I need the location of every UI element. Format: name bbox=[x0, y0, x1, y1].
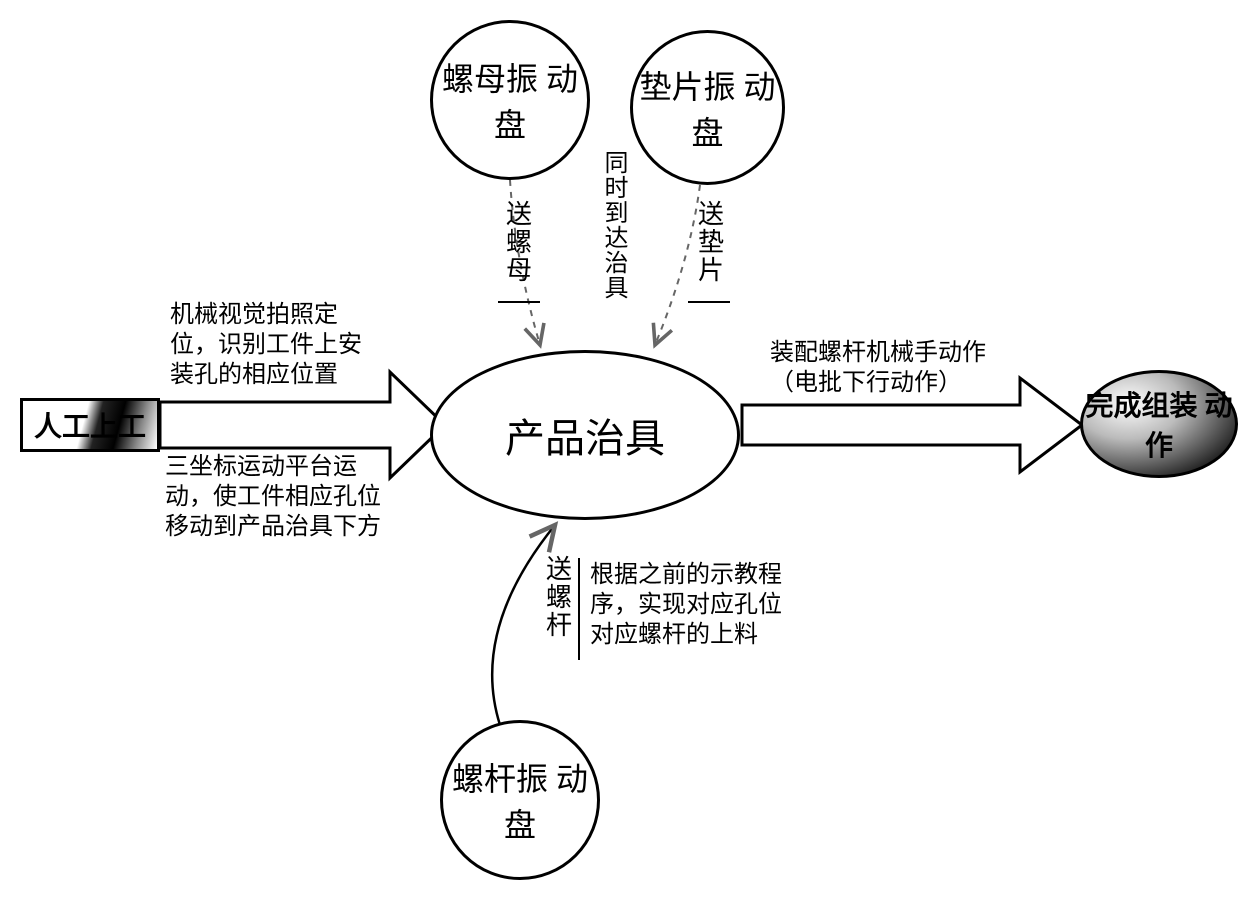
node-end: 完成组装 动作 bbox=[1080, 370, 1238, 478]
label-start-top: 机械视觉拍照定 位，识别工件上安 装孔的相应位置 bbox=[170, 300, 420, 390]
node-end-label: 完成组装 动作 bbox=[1083, 384, 1235, 464]
node-start-label: 人工上工 bbox=[34, 405, 146, 445]
label-center-end-top: 装配螺杆机械手动作 （电批下行动作） bbox=[770, 338, 1070, 398]
label-nut-edge: 送螺母 bbox=[500, 200, 533, 284]
node-start: 人工上工 bbox=[20, 398, 160, 452]
label-screw-side: 根据之前的示教程 序，实现对应孔位 对应螺杆的上料 bbox=[590, 560, 820, 650]
node-screw-label: 螺杆振 动盘 bbox=[443, 754, 597, 846]
label-screw-edge: 送螺杆 bbox=[540, 555, 573, 639]
label-mid-edge: 同时到达治具 bbox=[598, 150, 628, 300]
label-start-bottom: 三坐标运动平台运 动，使工件相应孔位 移动到产品治具下方 bbox=[165, 452, 435, 542]
node-nut: 螺母振 动盘 bbox=[430, 20, 590, 180]
label-washer-edge: 送垫片 bbox=[692, 200, 725, 284]
node-washer: 垫片振 动盘 bbox=[630, 30, 785, 185]
node-center-label: 产品治具 bbox=[505, 406, 665, 464]
node-screw: 螺杆振 动盘 bbox=[440, 720, 600, 880]
node-washer-label: 垫片振 动盘 bbox=[633, 62, 782, 154]
node-nut-label: 螺母振 动盘 bbox=[433, 54, 587, 146]
node-center: 产品治具 bbox=[430, 350, 740, 520]
